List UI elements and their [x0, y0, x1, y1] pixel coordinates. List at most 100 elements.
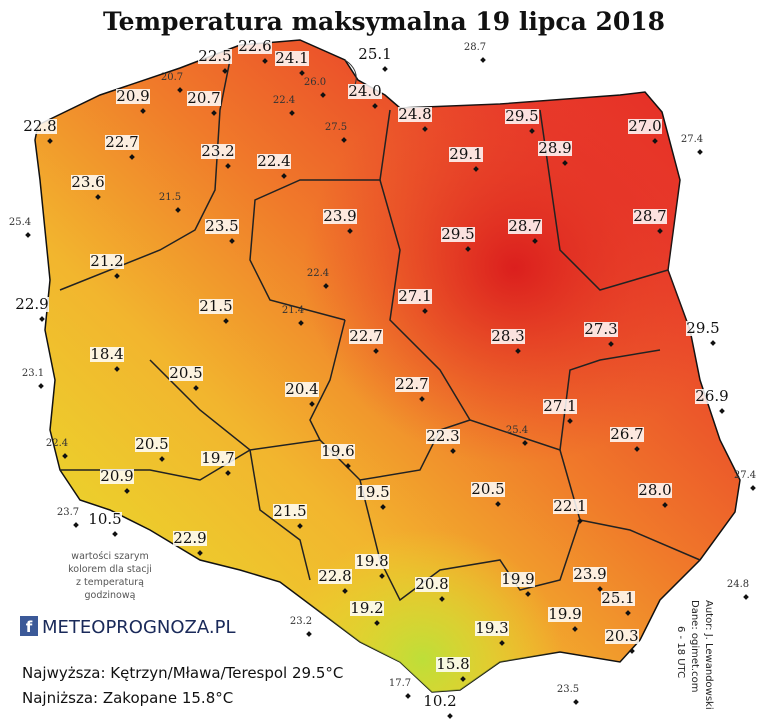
station-dot — [320, 92, 326, 98]
station-value: 23.6 — [71, 173, 104, 191]
station-dot — [750, 485, 756, 491]
station-value: 21.5 — [199, 297, 232, 315]
station-value: 20.7 — [187, 89, 220, 107]
station-dot — [306, 631, 312, 637]
hourly-station-value: 17.7 — [389, 678, 411, 689]
station-value: 22.6 — [238, 37, 271, 55]
station-value: 23.9 — [323, 207, 356, 225]
hourly-station-value: 22.4 — [273, 95, 295, 106]
label-bg — [610, 427, 644, 442]
station-value: 26.9 — [695, 387, 728, 405]
label-bg — [471, 482, 505, 497]
station-dot — [480, 57, 486, 63]
station-dot — [572, 626, 578, 632]
station-dot — [405, 693, 411, 699]
station-dot — [73, 522, 79, 528]
station-dot — [719, 408, 725, 414]
station-dot — [114, 273, 120, 279]
label-bg — [199, 299, 233, 314]
label-bg — [173, 531, 207, 546]
station-value: 10.5 — [88, 510, 121, 528]
label-bg — [273, 504, 307, 519]
station-value: 20.8 — [415, 575, 448, 593]
logo-icon-box — [20, 616, 38, 636]
logo-icon: f — [26, 618, 33, 636]
hourly-station-value: 26.0 — [304, 77, 326, 88]
label-bg — [116, 89, 150, 104]
station-dot — [573, 699, 579, 705]
station-value: 22.7 — [105, 133, 138, 151]
hourly-station-value: 21.4 — [282, 305, 304, 316]
station-dot — [341, 137, 347, 143]
station-value: 25.1 — [601, 589, 634, 607]
station-value: 28.9 — [538, 139, 571, 157]
label-bg — [543, 399, 577, 414]
label-bg — [628, 119, 662, 134]
note-line: wartości szarym — [71, 551, 148, 562]
station-dot — [460, 676, 466, 682]
station-dot — [499, 640, 505, 646]
label-bg — [395, 377, 429, 392]
label-bg — [553, 499, 587, 514]
station-dot — [529, 128, 535, 134]
label-bg — [323, 209, 357, 224]
logo: f METEOPROGNOZA.PL — [20, 616, 235, 638]
station-dot — [652, 138, 658, 144]
label-bg — [23, 119, 57, 134]
station-dot — [450, 448, 456, 454]
station-dot — [211, 110, 217, 116]
station-value: 27.1 — [398, 287, 431, 305]
hourly-station-value: 23.2 — [290, 616, 312, 627]
station-dot — [193, 385, 199, 391]
label-bg — [501, 572, 535, 587]
station-dot — [597, 586, 603, 592]
hourly-station-value: 27.4 — [681, 134, 703, 145]
station-value: 21.5 — [273, 502, 306, 520]
label-bg — [318, 569, 352, 584]
label-bg — [348, 84, 382, 99]
label-bg — [573, 567, 607, 582]
hourly-station-value: 22.4 — [307, 268, 329, 279]
label-bg — [548, 607, 582, 622]
station-value: 20.3 — [605, 627, 638, 645]
station-dot — [422, 308, 428, 314]
label-bg — [135, 437, 169, 452]
credit: 6 - 18 UTC — [675, 626, 686, 678]
station-dot — [422, 126, 428, 132]
station-dot — [577, 518, 583, 524]
station-value: 22.4 — [257, 152, 290, 170]
station-value: 20.5 — [471, 480, 504, 498]
note-line: godzinową — [85, 590, 136, 601]
station-value: 20.5 — [135, 435, 168, 453]
station-value: 24.1 — [275, 49, 308, 67]
station-dot — [229, 238, 235, 244]
footer-min: Najniższa: Zakopane 15.8°C — [22, 689, 233, 707]
station-dot — [532, 238, 538, 244]
station-dot — [39, 316, 45, 322]
station-dot — [38, 383, 44, 389]
station-dot — [140, 108, 146, 114]
hourly-station-value: 20.7 — [161, 72, 183, 83]
station-dot — [345, 463, 351, 469]
station-dot — [298, 320, 304, 326]
station-value: 22.9 — [173, 529, 206, 547]
label-bg — [355, 554, 389, 569]
label-bg — [601, 591, 635, 606]
hourly-station-value: 23.1 — [22, 368, 44, 379]
footer-max: Najwyższa: Kętrzyn/Mława/Terespol 29.5°C — [22, 664, 343, 682]
station-value: 22.1 — [553, 497, 586, 515]
station-value: 15.8 — [436, 655, 469, 673]
station-dot — [495, 501, 501, 507]
station-value: 21.2 — [90, 252, 123, 270]
station-value: 22.5 — [198, 47, 231, 65]
hourly-station-value: 27.5 — [325, 122, 347, 133]
station-dot — [372, 103, 378, 109]
station-dot — [223, 318, 229, 324]
station-value: 19.3 — [475, 619, 508, 637]
label-bg — [169, 366, 203, 381]
station-value: 19.6 — [321, 442, 354, 460]
note-line: kolorem dla stacji — [68, 564, 152, 575]
station-dot — [562, 160, 568, 166]
station-dot — [743, 594, 749, 600]
station-dot — [347, 228, 353, 234]
